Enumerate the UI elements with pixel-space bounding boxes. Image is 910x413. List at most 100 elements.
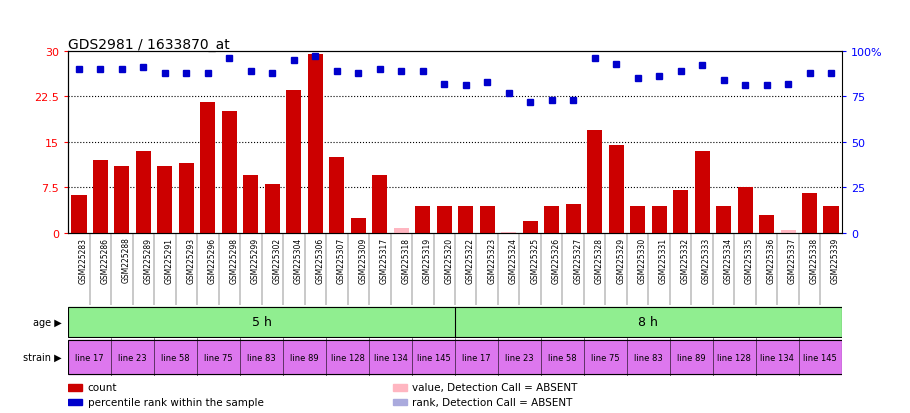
Text: GSM225317: GSM225317 [379, 237, 389, 283]
Text: GSM225329: GSM225329 [616, 237, 625, 283]
Text: GSM225325: GSM225325 [531, 237, 540, 283]
Text: line 83: line 83 [248, 353, 276, 362]
Bar [115, 167, 129, 233]
Bar [522, 221, 538, 233]
Text: line 17: line 17 [76, 353, 104, 362]
Text: GSM225339: GSM225339 [831, 237, 840, 283]
Text: line 83: line 83 [634, 353, 662, 362]
Text: GDS2981 / 1633870_at: GDS2981 / 1633870_at [68, 38, 230, 52]
Text: line 145: line 145 [417, 353, 450, 362]
Bar [716, 206, 731, 233]
Text: GSM225307: GSM225307 [337, 237, 346, 283]
Bar [372, 176, 388, 233]
Text: GSM225318: GSM225318 [401, 237, 410, 283]
Bar [243, 176, 258, 233]
Bar [541, 340, 584, 374]
Bar [756, 340, 799, 374]
Text: GSM225304: GSM225304 [294, 237, 303, 283]
Bar [393, 384, 407, 391]
Text: line 23: line 23 [505, 353, 534, 362]
Bar [179, 164, 194, 233]
Bar [369, 340, 412, 374]
Text: line 75: line 75 [592, 353, 620, 362]
Text: GSM225288: GSM225288 [122, 237, 131, 283]
Text: line 58: line 58 [161, 353, 190, 362]
Bar [200, 103, 216, 233]
Text: GSM225323: GSM225323 [487, 237, 496, 283]
Bar [694, 152, 710, 233]
Text: GSM225319: GSM225319 [423, 237, 431, 283]
Bar [480, 206, 495, 233]
Text: GSM225293: GSM225293 [187, 237, 196, 283]
Text: line 145: line 145 [804, 353, 837, 362]
Bar [544, 206, 560, 233]
Bar [737, 188, 753, 233]
Bar [308, 55, 323, 233]
Bar [587, 131, 602, 233]
Text: GSM225326: GSM225326 [551, 237, 561, 283]
Bar [802, 194, 817, 233]
Text: GSM225324: GSM225324 [509, 237, 518, 283]
Bar [824, 206, 838, 233]
Bar [455, 307, 842, 337]
Bar [459, 206, 473, 233]
Bar [455, 340, 498, 374]
Text: percentile rank within the sample: percentile rank within the sample [87, 396, 264, 407]
Bar [584, 340, 627, 374]
Text: GSM225335: GSM225335 [745, 237, 754, 283]
Text: GSM225332: GSM225332 [681, 237, 690, 283]
Text: GSM225327: GSM225327 [573, 237, 582, 283]
Bar [240, 340, 283, 374]
Text: line 75: line 75 [205, 353, 233, 362]
Text: GSM225320: GSM225320 [444, 237, 453, 283]
Bar [498, 340, 541, 374]
Text: GSM225302: GSM225302 [272, 237, 281, 283]
Text: line 23: line 23 [118, 353, 147, 362]
Bar [157, 167, 173, 233]
Text: GSM225338: GSM225338 [810, 237, 818, 283]
Text: line 89: line 89 [290, 353, 318, 362]
Text: age ▶: age ▶ [33, 317, 62, 327]
Text: strain ▶: strain ▶ [23, 352, 62, 362]
Bar [673, 191, 688, 233]
Bar [630, 206, 645, 233]
Bar [713, 340, 756, 374]
Bar [627, 340, 670, 374]
Text: GSM225322: GSM225322 [466, 237, 475, 283]
Text: 5 h: 5 h [252, 316, 271, 329]
Text: count: count [87, 382, 117, 392]
Text: line 58: line 58 [548, 353, 577, 362]
Bar [283, 340, 326, 374]
Bar [652, 206, 667, 233]
Text: GSM225330: GSM225330 [638, 237, 647, 283]
Bar [412, 340, 455, 374]
Bar [781, 230, 795, 233]
Text: line 134: line 134 [374, 353, 408, 362]
Text: 8 h: 8 h [639, 316, 658, 329]
Text: GSM225306: GSM225306 [316, 237, 324, 283]
Text: GSM225331: GSM225331 [659, 237, 668, 283]
Bar [326, 340, 369, 374]
Bar [93, 161, 108, 233]
Text: GSM225309: GSM225309 [359, 237, 368, 283]
Bar [68, 307, 455, 337]
Bar [329, 158, 344, 233]
Bar [68, 399, 82, 405]
Bar [609, 145, 623, 233]
Text: GSM225336: GSM225336 [766, 237, 775, 283]
Bar [566, 204, 581, 233]
Text: GSM225291: GSM225291 [165, 237, 174, 283]
Text: line 128: line 128 [717, 353, 752, 362]
Bar [222, 112, 237, 233]
Text: GSM225333: GSM225333 [703, 237, 711, 283]
Text: line 17: line 17 [462, 353, 490, 362]
Text: line 89: line 89 [677, 353, 705, 362]
Bar [415, 206, 430, 233]
Text: GSM225296: GSM225296 [207, 237, 217, 283]
Bar [437, 206, 451, 233]
Text: GSM225299: GSM225299 [251, 237, 260, 283]
Text: GSM225337: GSM225337 [788, 237, 797, 283]
Bar [670, 340, 713, 374]
Bar [759, 215, 774, 233]
Bar [111, 340, 154, 374]
